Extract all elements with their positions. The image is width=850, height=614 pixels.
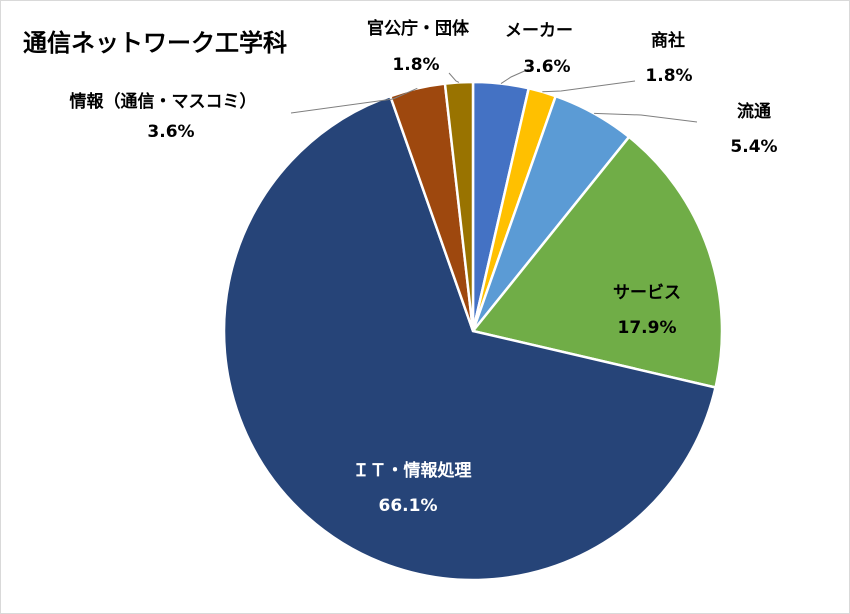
slice-7-value-label: 1.8%	[392, 55, 439, 75]
slice-1-value-label: 3.6%	[523, 57, 570, 77]
slice-3-leader-line	[594, 112, 698, 123]
slice-2-leader-line	[542, 80, 636, 93]
slice-4-value-label: 17.9%	[618, 318, 677, 338]
slice-6-leader-line	[290, 87, 418, 114]
slice-5-value-label: 66.1%	[379, 496, 438, 516]
slice-4-name-label: サービス	[613, 283, 681, 303]
slice-1-name-label: メーカー	[505, 21, 573, 41]
slice-3-value-label: 5.4%	[730, 137, 777, 157]
slice-2-value-label: 1.8%	[645, 66, 692, 86]
slice-6-value-label: 3.6%	[147, 122, 194, 142]
slice-7-name-label: 官公庁・団体	[367, 18, 470, 39]
slice-1-leader-line	[500, 68, 530, 85]
slice-5	[222, 94, 717, 582]
slice-3-name-label: 流通	[737, 101, 771, 122]
slice-5-name-label: ＩＴ・情報処理	[353, 460, 472, 481]
slice-4	[471, 135, 724, 389]
leaders-layer	[290, 68, 698, 123]
chart-title: 通信ネットワーク工学科	[23, 29, 287, 57]
slice-6-name-label: 情報（通信・マスコミ）	[70, 91, 257, 112]
labels-layer: メーカー 3.6% 商社 1.8% 流通 5.4% サービス 17.9% ＩＴ・情報処理 66.1…	[70, 18, 778, 516]
slice-7-leader-line	[448, 72, 460, 83]
slice-2-name-label: 商社	[651, 30, 685, 51]
